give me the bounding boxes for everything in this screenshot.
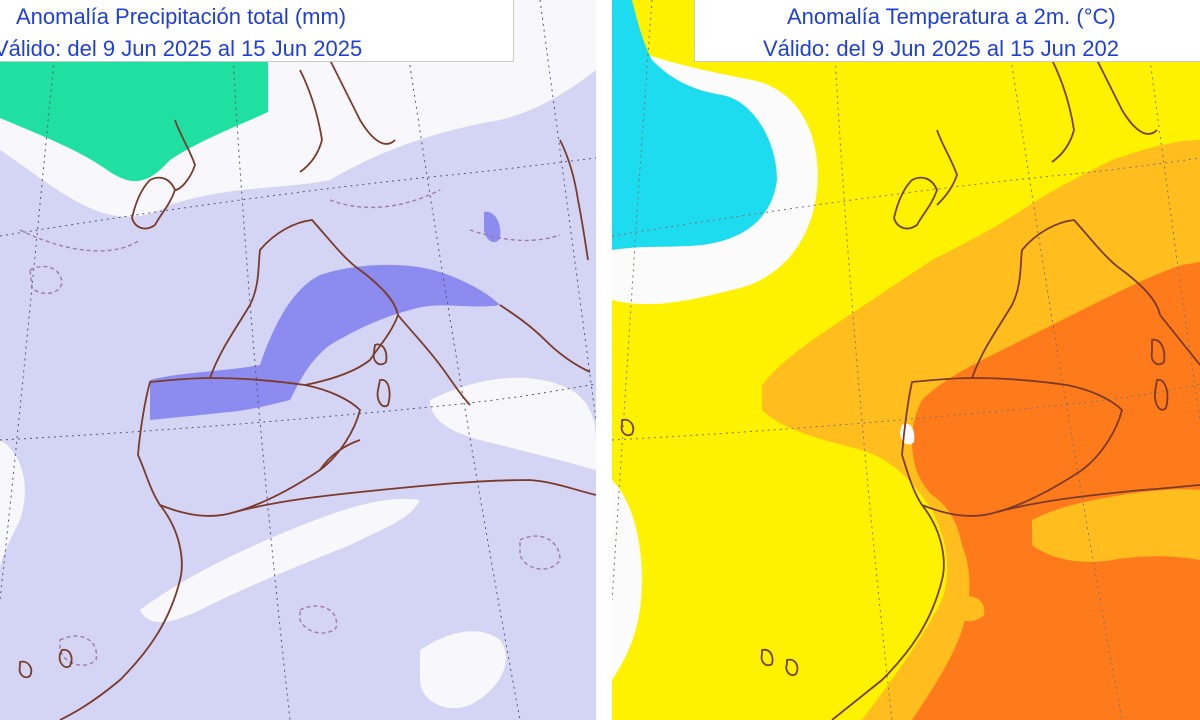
temperature-anomaly-map xyxy=(612,0,1200,720)
temperature-title-box: Anomalía Temperatura a 2m. (°C) Válido: … xyxy=(694,0,1200,62)
precip-neutral-area-south xyxy=(140,499,420,623)
temperature-anomaly-panel: Anomalía Temperatura a 2m. (°C) Válido: … xyxy=(612,0,1200,720)
temperature-map-title: Anomalía Temperatura a 2m. (°C) xyxy=(787,4,1116,29)
temp-coastlines xyxy=(620,49,1200,720)
precipitation-title-box: Anomalía Precipitación total (mm) Válido… xyxy=(0,0,514,62)
precip-neutral-area-east xyxy=(430,377,596,470)
precipitation-anomaly-panel: Anomalía Precipitación total (mm) Válido… xyxy=(0,0,596,720)
temp-negative-area xyxy=(612,0,777,250)
temp-moderate-warm-patch-2 xyxy=(1032,489,1200,562)
temperature-validity-dates: Válido: del 9 Jun 2025 al 15 Jun 202 xyxy=(763,36,1119,61)
precipitation-anomaly-map xyxy=(0,0,596,720)
temp-strong-warm-area xyxy=(912,262,1200,720)
temp-moderate-warm-patch-1 xyxy=(952,595,985,622)
precip-negative-spot xyxy=(484,211,501,243)
panel-divider xyxy=(596,0,612,720)
precip-zero-contours xyxy=(19,189,561,666)
precipitation-validity-dates: Válido: del 9 Jun 2025 al 15 Jun 2025 xyxy=(0,36,363,61)
temp-neutral-area-west xyxy=(612,480,642,680)
precip-neutral-area-southeast xyxy=(420,631,506,709)
precip-negative-area xyxy=(150,264,500,420)
precip-coastlines xyxy=(18,59,596,720)
precipitation-map-title: Anomalía Precipitación total (mm) xyxy=(16,4,347,29)
precip-graticule xyxy=(0,0,596,720)
precip-neutral-area-west xyxy=(0,440,25,570)
